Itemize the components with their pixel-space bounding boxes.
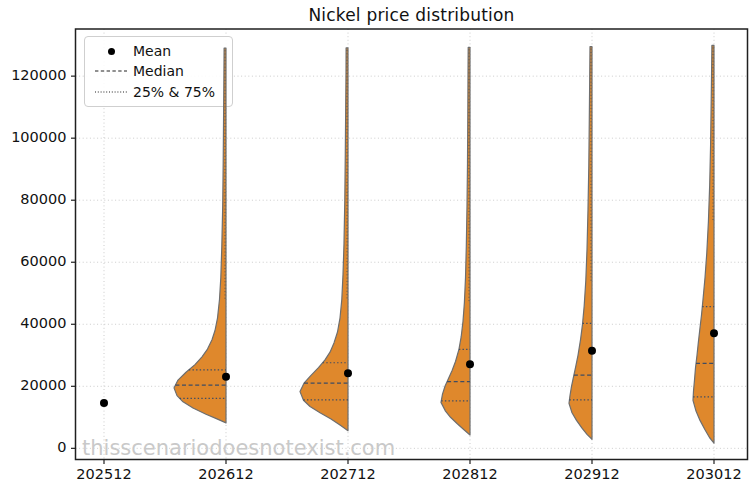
mean-dot-202912 xyxy=(588,347,596,355)
mean-dot-202812 xyxy=(466,360,474,368)
y-tick-label: 0 xyxy=(57,439,66,455)
median-dashed-line-icon xyxy=(89,69,133,73)
violin-202912 xyxy=(569,47,592,440)
violin-203012 xyxy=(693,45,714,443)
x-tick-label: 202512 xyxy=(76,466,131,482)
mean-dot-203012 xyxy=(710,329,718,337)
mean-dot-icon xyxy=(89,48,133,55)
x-tick-label: 202612 xyxy=(198,466,253,482)
watermark-text: thisscenariodoesnotexist.com xyxy=(82,436,395,460)
mean-dot-202512 xyxy=(100,399,108,407)
violin-202812 xyxy=(441,47,470,435)
legend-item-quartiles: 25% & 75% xyxy=(89,82,226,102)
legend-label-mean: Mean xyxy=(133,43,171,59)
y-tick-label: 40000 xyxy=(20,315,66,331)
x-tick-label: 203012 xyxy=(686,466,741,482)
legend: Mean Median 25% & 75% xyxy=(84,36,233,107)
legend-item-mean: Mean xyxy=(89,41,226,61)
y-tick-label: 20000 xyxy=(20,377,66,393)
x-tick-label: 202812 xyxy=(442,466,497,482)
legend-item-median: Median xyxy=(89,61,226,81)
quartile-dotted-line-icon xyxy=(89,90,133,94)
legend-label-quartiles: 25% & 75% xyxy=(133,84,215,100)
y-tick-label: 120000 xyxy=(11,67,66,83)
mean-dot-202612 xyxy=(222,373,230,381)
violin-202712 xyxy=(300,48,348,431)
chart-title: Nickel price distribution xyxy=(75,5,748,25)
x-tick-label: 202712 xyxy=(320,466,375,482)
y-tick-label: 100000 xyxy=(11,129,66,145)
y-tick-label: 80000 xyxy=(20,191,66,207)
legend-label-median: Median xyxy=(133,63,184,79)
y-tick-label: 60000 xyxy=(20,253,66,269)
mean-dot-202712 xyxy=(344,369,352,377)
x-tick-label: 202912 xyxy=(564,466,619,482)
figure: Nickel price distribution thisscenariodo… xyxy=(0,0,751,492)
